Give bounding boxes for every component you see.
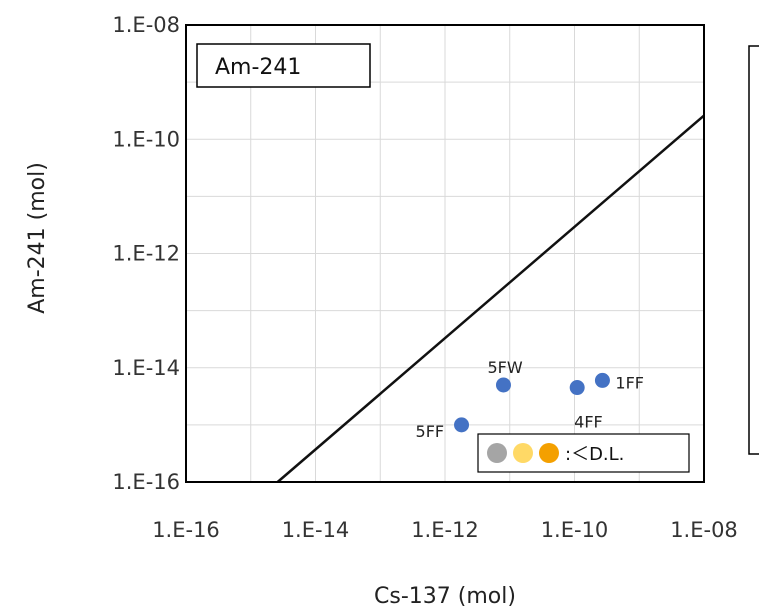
data-points: 5FF 5FW 4FF 1FF xyxy=(416,358,644,441)
x-tick-label: 1.E-14 xyxy=(282,518,350,542)
grid-lines xyxy=(185,24,705,483)
point-label: 5FW xyxy=(487,358,522,377)
y-tick-label: 1.E-14 xyxy=(112,356,180,380)
plot-frame xyxy=(185,24,705,483)
y-tick-label: 1.E-10 xyxy=(112,127,180,151)
x-tick-label: 1.E-16 xyxy=(152,518,220,542)
point-label: 4FF xyxy=(574,413,603,432)
point-label: 5FF xyxy=(416,422,445,441)
data-point xyxy=(594,372,610,388)
x-tick-label: 1.E-08 xyxy=(670,518,738,542)
y-tick-label: 1.E-12 xyxy=(112,242,180,266)
detection-limit-legend: :＜D.L. xyxy=(477,433,690,473)
y-tick-labels: 1.E-16 1.E-14 1.E-12 1.E-10 1.E-08 xyxy=(112,13,180,494)
data-point xyxy=(495,377,511,393)
reference-line xyxy=(276,114,705,483)
x-tick-labels: 1.E-16 1.E-14 1.E-12 1.E-10 1.E-08 xyxy=(152,518,738,542)
isotope-label: Am-241 xyxy=(215,55,301,80)
x-axis-title: Cs-137 (mol) xyxy=(374,584,516,609)
x-tick-label: 1.E-10 xyxy=(541,518,609,542)
isotope-label-box: Am-241 xyxy=(196,43,371,88)
y-tick-label: 1.E-08 xyxy=(112,13,180,37)
dl-gray-dot xyxy=(487,443,507,463)
y-tick-label: 1.E-16 xyxy=(112,470,180,494)
dl-yellow-dot xyxy=(513,443,533,463)
point-label: 1FF xyxy=(615,373,644,392)
x-tick-label: 1.E-12 xyxy=(411,518,479,542)
side-legend-frame xyxy=(748,45,759,455)
data-point xyxy=(569,380,585,396)
dl-label: :＜D.L. xyxy=(565,444,624,465)
data-point xyxy=(454,417,470,433)
dl-orange-dot xyxy=(539,443,559,463)
y-axis-title: Am-241 (mol) xyxy=(25,162,50,314)
